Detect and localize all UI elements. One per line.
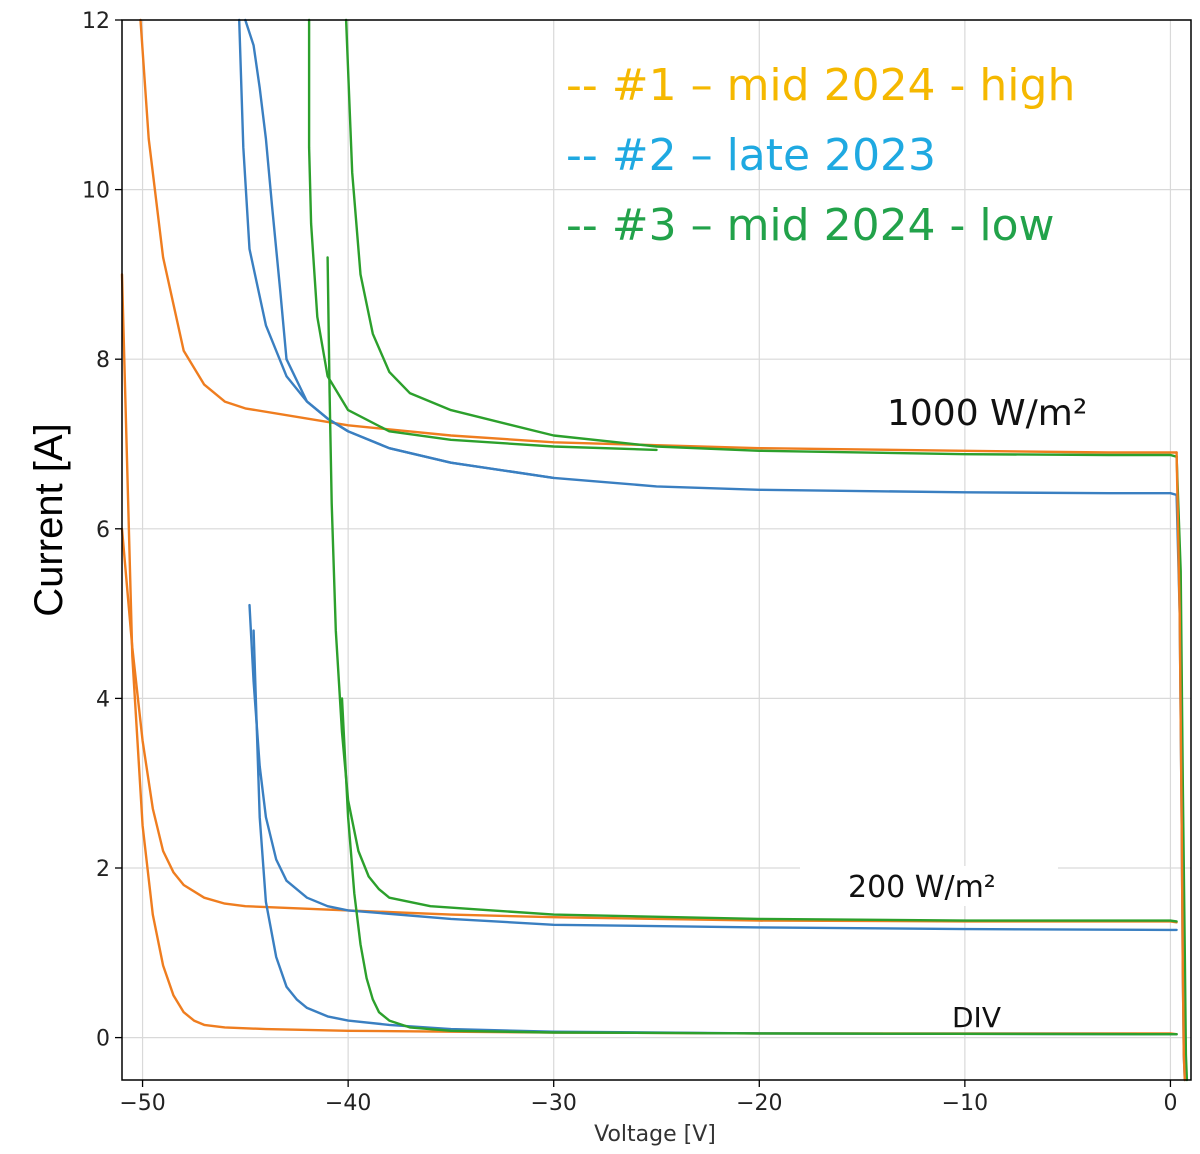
series-line-6 [307, 18, 658, 452]
y-tick-label: 6 [96, 518, 110, 543]
annotation-200-background [800, 866, 1058, 906]
annotation-1000: 1000 W/m² [887, 393, 1087, 434]
series-line-5 [344, 18, 1178, 458]
y-tick-label: 2 [96, 857, 110, 882]
series-line-9 [326, 256, 1178, 923]
series-line-13 [1175, 455, 1189, 1082]
series-line-1 [139, 18, 1178, 454]
x-axis-label: Voltage [V] [594, 1122, 716, 1147]
tick-group: −50 −40 −30 −20 −10 0 0 2 4 6 8 10 12 [82, 9, 1177, 1116]
annotation-div: DIV [952, 1001, 1001, 1034]
y-tick-label: 0 [96, 1027, 110, 1052]
series-line-8 [248, 603, 1178, 932]
x-tick-label: −10 [942, 1091, 988, 1116]
x-tick-label: −20 [736, 1091, 782, 1116]
legend: -- #1 – mid 2024 - high -- #2 – late 202… [566, 60, 1075, 251]
y-tick-label: 12 [82, 9, 110, 34]
annotation-200: 200 W/m² [848, 870, 996, 905]
series-line-4 [237, 18, 555, 480]
y-axis-label: Current [A] [27, 423, 71, 616]
legend-entry-3: -- #3 – mid 2024 - low [566, 200, 1055, 251]
y-tick-label: 10 [82, 179, 110, 204]
x-tick-label: −40 [325, 1091, 371, 1116]
plot-frame [121, 19, 1192, 1081]
y-tick-label: 8 [96, 348, 110, 373]
series-line-7 [120, 527, 1178, 924]
x-tick-label: 0 [1163, 1091, 1177, 1116]
grid [122, 19, 1191, 1080]
legend-entry-1: -- #1 – mid 2024 - high [566, 60, 1075, 111]
series-line-12 [340, 697, 1178, 1036]
series-line-15 [1175, 451, 1187, 1082]
x-tick-label: −50 [119, 1091, 165, 1116]
legend-entry-2: -- #2 – late 2023 [566, 130, 936, 181]
series-line-2 [244, 18, 288, 361]
y-tick-label: 4 [96, 687, 110, 712]
x-tick-label: −30 [530, 1091, 576, 1116]
series-group [120, 18, 1189, 1082]
